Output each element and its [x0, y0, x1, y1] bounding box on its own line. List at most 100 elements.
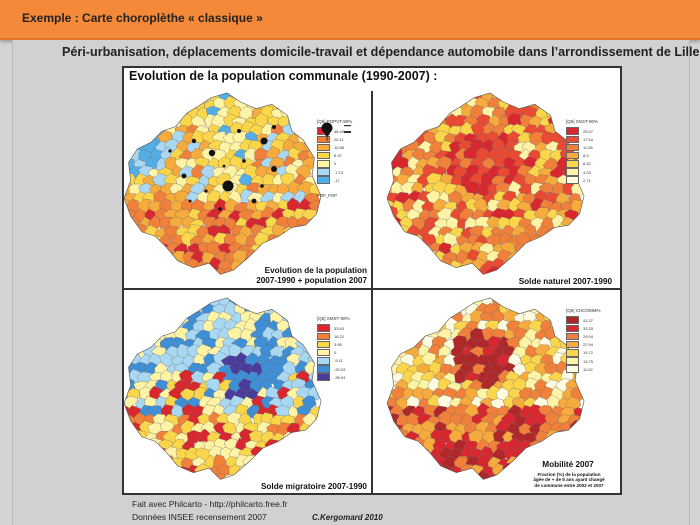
legend-class: 13.75 [566, 357, 601, 365]
legend-class: -17 [317, 176, 352, 184]
footer-source: Données INSEE recensement 2007 [132, 512, 267, 522]
legend-class: 0 [317, 348, 350, 357]
legend-swatch [566, 340, 579, 349]
map-panel-population: [Q6] POPVT-90% 48.49 26.11 15.88 8.37 0 -7.13… [124, 91, 371, 288]
legend-solde-migratoire: [Q6] SMST-90% 33.63 16.22 3.65 0 -9.11 -20.03… [317, 316, 350, 381]
legend-value: 17.54 [583, 136, 594, 142]
legend-title: [Q6] SMST-90% [317, 316, 350, 321]
legend-class: 8.9 [566, 151, 598, 160]
legend-value: 15.88 [334, 144, 345, 150]
population-circle [237, 129, 241, 133]
legend-class: 22.94 [566, 340, 601, 349]
legend-swatch [317, 357, 330, 365]
legend-solde-naturel: [Q6] SNST-90% 25.57 17.54 11.56 8.9 6.52 4.03… [566, 119, 598, 184]
panel-divider-vertical [371, 91, 373, 493]
legend-class: 33.63 [317, 324, 350, 332]
choropleth-map-solde-naturel [386, 92, 585, 275]
legend-value: 19.72 [583, 350, 594, 356]
legend-value: 11.56 [583, 144, 593, 150]
legend-value: 33.33 [583, 325, 594, 331]
legend-swatch [566, 143, 579, 152]
population-circle [272, 125, 276, 129]
legend-swatch [566, 357, 579, 365]
legend-value: -39.04 [334, 374, 346, 380]
legend-swatch [317, 332, 330, 341]
legend-population: [Q6] POPVT-90% 48.49 26.11 15.88 8.37 0 -7.13… [317, 119, 352, 198]
legend-class: 19.72 [566, 349, 601, 357]
legend-swatch [566, 349, 579, 357]
map-panel-mobilite: [Q6] CHCOMM% 41.37 33.33 29.04 22.94 19.72 13… [373, 290, 620, 493]
legend-value: 2.71 [583, 177, 591, 183]
legend-value: -17 [334, 177, 340, 183]
legend-swatch [317, 168, 330, 176]
legend-class: 4.03 [566, 168, 598, 176]
legend-title: [Q6] SNST-90% [566, 119, 599, 124]
caption-mobilite-detail: Fraction (%) de la population âgée de + … [523, 472, 615, 488]
proportional-circles-legend [321, 122, 351, 141]
legend-class: 33.33 [566, 324, 601, 333]
legend-swatch [317, 143, 330, 152]
population-circle [271, 166, 277, 172]
population-circle [222, 180, 234, 192]
legend-value: -7.13 [334, 169, 344, 175]
legend-swatch [566, 365, 579, 373]
legend-swatch [317, 365, 330, 373]
legend-class: 8.37 [317, 151, 352, 160]
population-circle [218, 207, 222, 211]
population-circle [208, 149, 216, 157]
legend-swatch [317, 135, 330, 144]
legend-value: 6.52 [583, 161, 591, 167]
legend-class: -7.13 [317, 168, 352, 176]
legend-swatch [566, 151, 579, 160]
panel-divider-horizontal [124, 288, 620, 290]
legend-class: 15.88 [317, 143, 352, 152]
legend-class: 41.37 [566, 316, 601, 324]
population-circle [242, 159, 246, 163]
legend-swatch [317, 160, 330, 168]
legend-mobilite: [Q6] CHCOMM% 41.37 33.33 29.04 22.94 19.72 13… [566, 308, 601, 373]
legend-class: -9.11 [317, 357, 350, 365]
legend-value: 11.02 [583, 366, 593, 372]
author-signature: C.Kergomard 2010 [312, 513, 383, 522]
slide-title: Péri-urbanisation, déplacements domicile… [62, 45, 700, 59]
legend-value: 33.63 [334, 325, 345, 331]
legend-swatch [566, 316, 579, 324]
legend-value: 48.49 [334, 128, 345, 134]
footer-credit: Fait avec Philcarto - http://philcarto.f… [132, 499, 288, 509]
population-circle [181, 173, 187, 179]
legend-title: [Q6] POPVT-90% [317, 119, 353, 124]
legend-value: 0 [334, 161, 337, 167]
legend-value: 41.37 [583, 317, 594, 323]
legend-swatch [566, 332, 579, 341]
legend-swatch [317, 324, 330, 332]
population-circle [191, 138, 197, 144]
legend-swatch [317, 373, 330, 381]
legend-value: -9.11 [334, 358, 343, 364]
population-circle [260, 137, 268, 145]
legend-swatch [317, 340, 330, 349]
legend-swatch [566, 135, 579, 144]
legend-class: 11.02 [566, 365, 601, 373]
choropleth-map-mobilite [386, 297, 585, 480]
legend-class: 16.22 [317, 332, 350, 341]
figure-title: Evolution de la population communale (19… [129, 69, 438, 83]
caption-population: Evolution de la population 2007-1990 + p… [256, 266, 367, 286]
population-circle [188, 199, 192, 203]
legend-value: 8.37 [334, 153, 342, 159]
choropleth-map-solde-migratoire [124, 297, 322, 480]
legend-class: 25.57 [566, 127, 598, 135]
legend-swatch [566, 160, 579, 168]
legend-value: 3.65 [334, 341, 342, 347]
legend-swatch [566, 324, 579, 333]
legend-value: 26.11 [334, 136, 344, 142]
legend-class: 0 [317, 160, 352, 168]
legend-value: 22.94 [583, 342, 594, 348]
legend-swatch [317, 151, 330, 160]
caption-solde-migratoire: Solde migratoire 2007-1990 [260, 482, 367, 491]
legend-class: -20.03 [317, 365, 350, 373]
legend-swatch [317, 348, 330, 357]
map-figure: Evolution de la population communale (19… [122, 66, 622, 495]
caption-mobilite-detail-line3: de commune entre 2002 et 2007 [534, 482, 604, 488]
slide-header-bar: Exemple : Carte choroplèthe « classique … [0, 0, 700, 40]
population-circle [204, 189, 208, 193]
